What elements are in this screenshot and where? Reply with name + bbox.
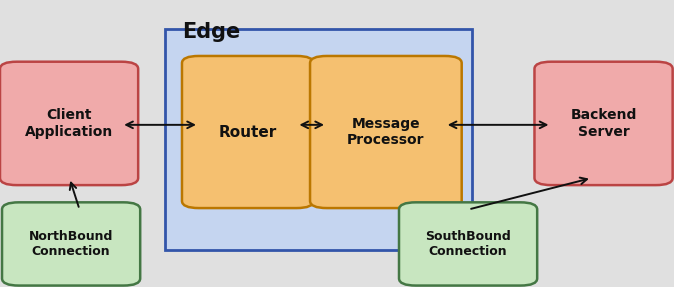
Text: Message
Processor: Message Processor — [347, 117, 425, 147]
Text: Client
Application: Client Application — [25, 108, 113, 139]
FancyBboxPatch shape — [165, 29, 472, 250]
FancyBboxPatch shape — [534, 62, 673, 185]
Text: NorthBound
Connection: NorthBound Connection — [29, 230, 113, 258]
FancyBboxPatch shape — [399, 202, 537, 286]
FancyBboxPatch shape — [310, 56, 462, 208]
FancyBboxPatch shape — [0, 62, 138, 185]
Text: SouthBound
Connection: SouthBound Connection — [425, 230, 511, 258]
FancyBboxPatch shape — [2, 202, 140, 286]
Text: Router: Router — [218, 125, 277, 139]
FancyBboxPatch shape — [182, 56, 313, 208]
Text: Edge: Edge — [182, 22, 240, 42]
Text: Backend
Server: Backend Server — [570, 108, 637, 139]
